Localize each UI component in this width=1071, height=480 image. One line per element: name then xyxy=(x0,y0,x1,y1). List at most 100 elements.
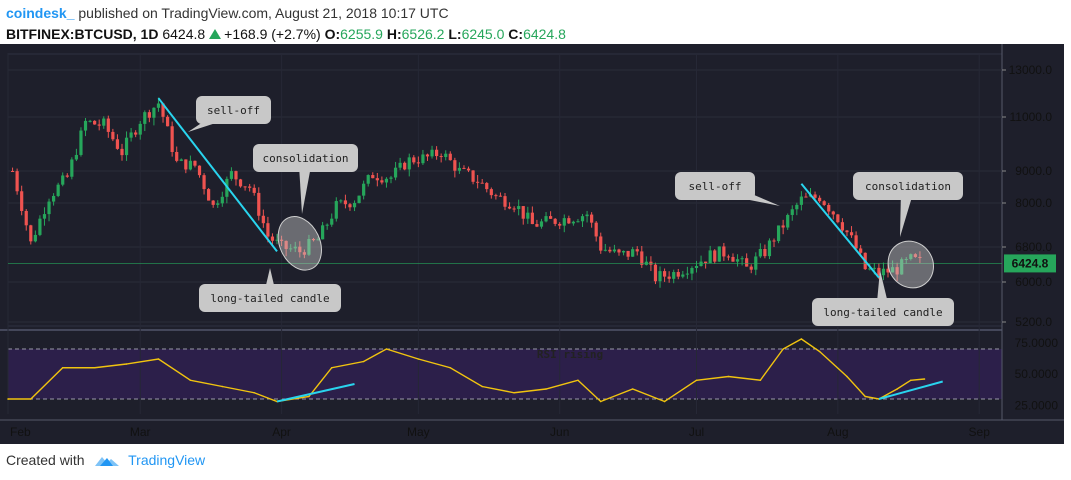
candle-body xyxy=(767,240,772,257)
author-link[interactable]: coindesk_ xyxy=(6,5,75,21)
candle-body xyxy=(170,126,174,152)
candle-body xyxy=(530,212,534,225)
callout-box xyxy=(675,172,755,200)
callout-box xyxy=(812,298,954,326)
rsi-point xyxy=(481,385,484,388)
callout-box xyxy=(853,172,963,200)
candle-body xyxy=(234,171,238,180)
low-label: L: xyxy=(448,26,462,42)
candle-body xyxy=(489,189,493,196)
rsi-point xyxy=(759,379,762,382)
candle-body xyxy=(590,214,594,223)
candle-body xyxy=(289,248,293,250)
candle-body xyxy=(758,248,762,257)
last-price: 6424.8 xyxy=(162,26,206,42)
candle-body xyxy=(33,234,37,242)
callout-label: sell-off xyxy=(689,180,742,193)
low-value: 6245.0 xyxy=(461,26,505,42)
candle-body xyxy=(658,271,662,282)
candle-body xyxy=(886,268,890,273)
tradingview-link[interactable]: TradingView xyxy=(128,452,206,468)
candle-body xyxy=(913,254,917,257)
rsi-point xyxy=(577,379,579,382)
candle-body xyxy=(849,232,854,236)
rsi-point xyxy=(157,358,160,360)
time-axis-area[interactable] xyxy=(0,420,1064,444)
candle-body xyxy=(70,159,74,177)
candle-body xyxy=(453,160,457,171)
price-tick-label: 5200.0 xyxy=(1015,315,1052,329)
candle-body xyxy=(330,218,334,225)
candle-body xyxy=(813,194,817,198)
candle-body xyxy=(585,214,589,217)
candle-body xyxy=(594,222,598,237)
time-tick-label: Sep xyxy=(969,425,991,439)
candle-body xyxy=(580,216,585,222)
time-tick-label: Feb xyxy=(10,425,31,439)
candle-body xyxy=(106,118,110,132)
symbol-name[interactable]: BITFINEX:BTCUSD, 1D xyxy=(6,26,159,42)
rsi-point xyxy=(362,360,365,363)
callout-label: consolidation xyxy=(262,152,348,165)
candle-body xyxy=(548,216,553,219)
time-tick-label: Jul xyxy=(689,425,704,439)
candle-body xyxy=(216,203,220,205)
price-axis-area[interactable] xyxy=(1002,44,1064,444)
price-pane[interactable] xyxy=(7,53,1003,327)
candle-body xyxy=(704,261,708,264)
candle-body xyxy=(840,222,845,231)
candle-body xyxy=(599,236,603,251)
callout-box xyxy=(253,144,358,172)
rsi-point xyxy=(417,358,420,360)
rsi-point xyxy=(449,366,452,369)
candle-body xyxy=(662,271,667,277)
candle-body xyxy=(544,216,548,222)
candle-body xyxy=(51,195,56,202)
candle-body xyxy=(567,218,571,224)
candle-body xyxy=(503,196,507,207)
candle-body xyxy=(900,259,904,275)
candle-body xyxy=(147,112,151,118)
candle-body xyxy=(713,250,717,262)
candle-body xyxy=(56,184,60,196)
candle-body xyxy=(558,223,562,226)
price-chart[interactable]: 13000.0 11000.0 9000.0 8000.0 6800.0 6000.0 52… xyxy=(0,44,1071,444)
candle-body xyxy=(749,266,753,270)
annotation-callout: sell-off xyxy=(188,96,271,132)
candle-body xyxy=(83,120,88,131)
candle-body xyxy=(403,162,407,170)
annotation-callout: consolidation xyxy=(853,172,963,237)
candle-body xyxy=(111,131,115,140)
candle-body xyxy=(735,259,740,262)
candle-body xyxy=(120,148,124,156)
candle-body xyxy=(918,256,922,258)
candle-body xyxy=(640,251,644,265)
candle-body xyxy=(612,249,617,252)
candle-body xyxy=(343,200,348,205)
rsi-point xyxy=(308,395,310,398)
candle-body xyxy=(24,210,28,226)
open-label: O: xyxy=(324,26,341,42)
candle-body xyxy=(375,178,379,181)
candle-body xyxy=(603,249,607,251)
candle-body xyxy=(576,221,580,223)
candle-body xyxy=(653,264,658,282)
candle-body xyxy=(88,120,92,122)
candle-body xyxy=(571,221,575,224)
candle-body xyxy=(362,183,366,196)
last-price-label: 6424.8 xyxy=(1012,256,1049,270)
time-tick-label: Jun xyxy=(550,425,569,439)
candle-body xyxy=(626,250,630,257)
candle-body xyxy=(466,168,471,171)
candle-body xyxy=(795,204,799,210)
candle-body xyxy=(827,204,831,212)
candle-body xyxy=(457,167,462,171)
candle-body xyxy=(521,206,525,219)
candle-body xyxy=(311,239,316,241)
candle-body xyxy=(348,204,352,208)
candle-body xyxy=(740,258,744,260)
rsi-point xyxy=(727,375,730,378)
time-tick-label: Aug xyxy=(827,425,848,439)
last-price-tag xyxy=(1004,254,1056,273)
candle-body xyxy=(207,189,211,201)
